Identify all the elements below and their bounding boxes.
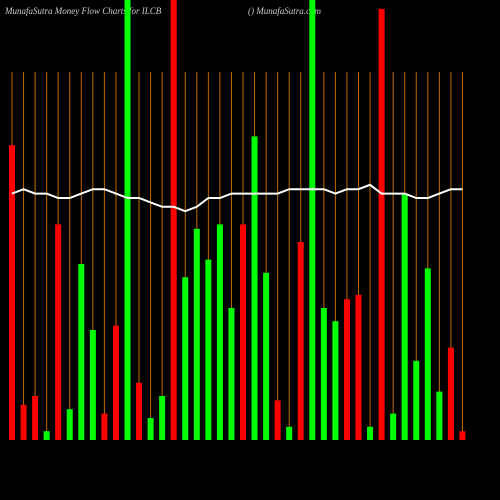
bar <box>32 396 39 440</box>
bar <box>205 259 212 440</box>
bar <box>320 308 327 440</box>
bar <box>297 242 304 440</box>
bar <box>332 321 339 440</box>
bar <box>459 431 466 440</box>
bar <box>43 431 50 440</box>
bar <box>251 136 258 440</box>
bar <box>436 391 443 440</box>
bar <box>378 8 385 440</box>
bar <box>136 382 143 440</box>
bar <box>424 268 431 440</box>
bar <box>89 330 96 440</box>
bar <box>66 409 73 440</box>
bar <box>355 294 362 440</box>
bar <box>263 272 270 440</box>
bar <box>240 224 246 440</box>
bar <box>147 418 154 440</box>
bar <box>274 400 281 440</box>
bar <box>9 145 15 440</box>
bar <box>193 228 200 440</box>
chart-title: MunafaSutra Money Flow Charts for ILCB <box>4 6 162 16</box>
bar <box>343 299 350 440</box>
bar <box>182 277 189 440</box>
bar <box>401 193 408 440</box>
chart-subtitle: () MunafaSutra.com <box>248 6 321 16</box>
line <box>11 183 463 213</box>
bar <box>309 0 316 440</box>
bar <box>112 325 119 440</box>
bar <box>20 404 27 440</box>
bar <box>170 0 177 440</box>
bar <box>78 264 85 440</box>
bar <box>413 360 420 440</box>
bar <box>390 413 397 440</box>
bar <box>228 308 235 440</box>
bar <box>367 426 374 440</box>
bar <box>447 347 454 440</box>
bar <box>101 413 108 440</box>
bar <box>159 396 166 440</box>
bar <box>286 426 293 440</box>
bar <box>216 224 223 440</box>
bar <box>55 224 62 440</box>
bar <box>124 0 131 440</box>
plot-area <box>9 0 466 440</box>
